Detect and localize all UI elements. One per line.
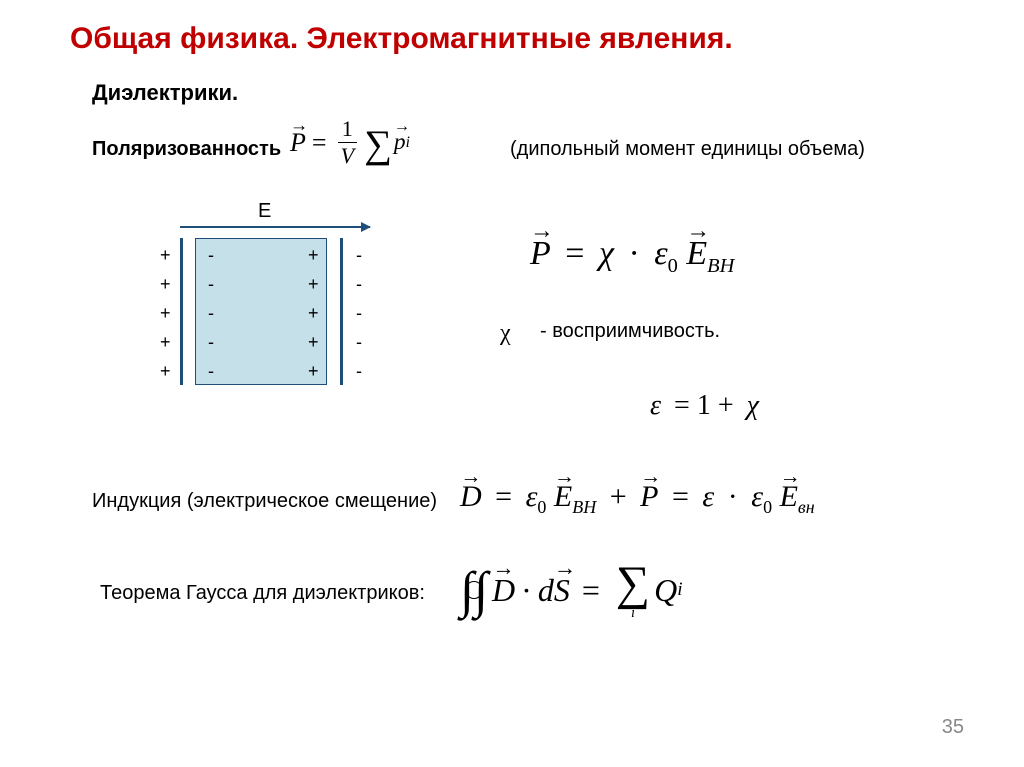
plate-left: [180, 238, 183, 385]
slide-title: Общая физика. Электромагнитные явления.: [70, 22, 733, 56]
field-arrow: [180, 226, 370, 228]
dipole-moment-note: (дипольный момент единицы объема): [510, 138, 865, 161]
section-subtitle: Диэлектрики.: [92, 80, 238, 106]
dielectric-diagram: E +++++ ----- +++++ -----: [140, 200, 380, 400]
induction-label: Индукция (электрическое смещение): [92, 490, 437, 513]
charge-column-inner-left: -----: [208, 246, 214, 380]
chi-note: - восприимчивость.: [540, 320, 720, 343]
charge-column-inner-right: +++++: [308, 246, 319, 380]
charge-column-outer-left: +++++: [160, 246, 171, 380]
chi-symbol: χ: [500, 320, 511, 347]
formula-epsilon: ε = 1 + χ: [650, 390, 759, 422]
field-label: E: [258, 200, 271, 223]
formula-polarization-definition: →P = 1 V ∑ →pi: [290, 118, 410, 167]
page-number: 35: [942, 716, 964, 739]
charge-column-outer-right: -----: [356, 246, 362, 380]
formula-displacement: →D = ε0 →EВН + →P = ε · ε0 →Eвн: [460, 480, 815, 518]
gauss-label: Теорема Гаусса для диэлектриков:: [100, 582, 425, 605]
formula-p-chi: →P = χ · ε0 →EВН: [530, 235, 734, 278]
plate-right: [340, 238, 343, 385]
formula-gauss: ∫∫ →D · d→S = ∑ i Qi: [460, 560, 683, 620]
polarization-label: Поляризованность: [92, 138, 281, 161]
